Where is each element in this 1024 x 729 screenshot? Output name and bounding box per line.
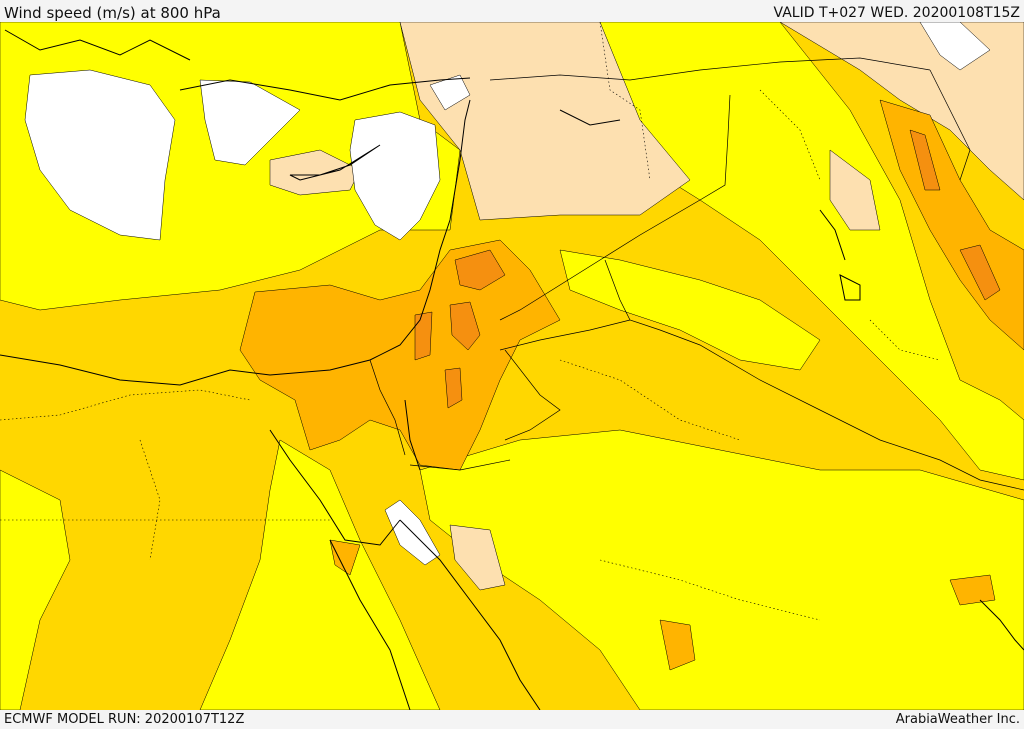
coastlines — [0, 29, 1024, 710]
footer-bar — [0, 710, 1024, 729]
map-title: Wind speed (m/s) at 800 hPa — [4, 4, 221, 22]
header-bar — [0, 0, 1024, 22]
borders — [369, 57, 1024, 491]
credit-label: ArabiaWeather Inc. — [895, 712, 1020, 727]
valid-time: VALID T+027 WED. 20200108T15Z — [773, 5, 1020, 21]
internal-borders — [0, 22, 941, 621]
model-run: ECMWF MODEL RUN: 20200107T12Z — [4, 712, 245, 727]
zone-very-strong — [414, 129, 1001, 409]
wind-speed-map — [0, 22, 1024, 710]
